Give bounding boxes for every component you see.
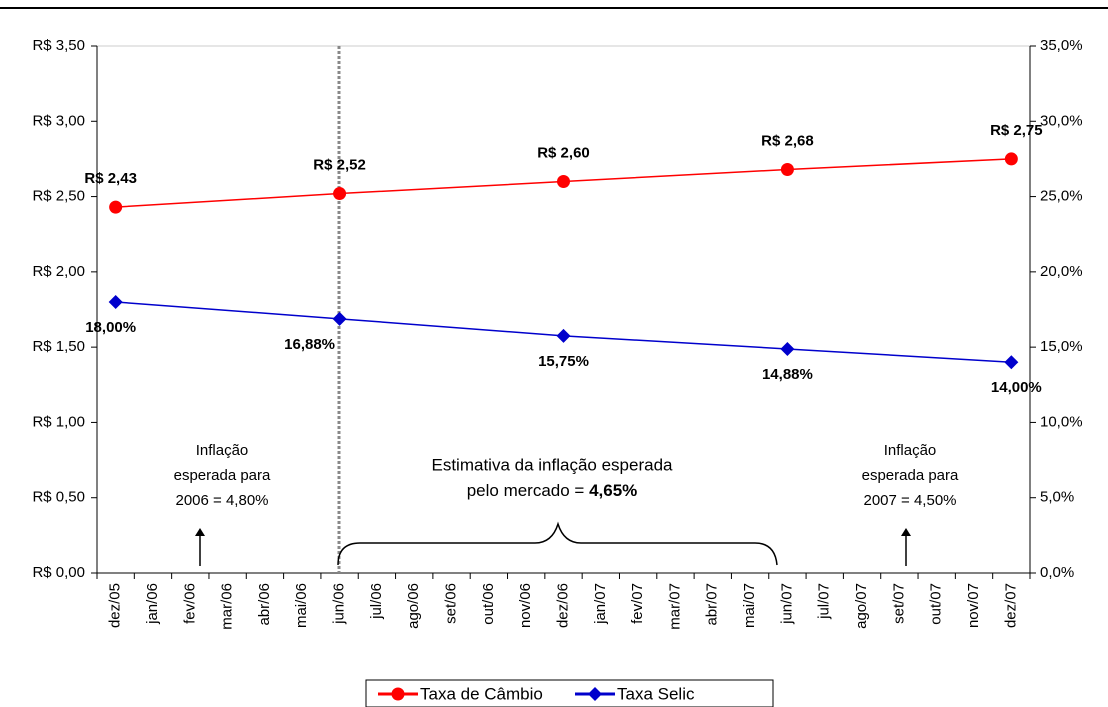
- y-tick-label: R$ 3,50: [32, 37, 85, 54]
- annotation: 2006 = 4,80%: [176, 492, 269, 509]
- y2-tick-label: 10,0%: [1040, 413, 1083, 430]
- x-tick-label: abr/07: [704, 583, 721, 626]
- x-tick-label: set/07: [890, 583, 907, 624]
- marker: [557, 175, 570, 189]
- x-tick-label: mar/06: [219, 583, 236, 630]
- annotation: Estimativa da inflação esperada: [432, 455, 674, 474]
- y-tick-label: R$ 3,00: [32, 112, 85, 129]
- x-tick-label: fev/07: [629, 583, 646, 624]
- data-label: 16,88%: [284, 336, 335, 353]
- x-tick-label: ago/07: [853, 583, 870, 629]
- data-label: 14,88%: [762, 366, 813, 383]
- x-tick-label: mai/07: [741, 583, 758, 628]
- x-tick-label: set/06: [443, 583, 460, 624]
- x-tick-label: nov/06: [517, 583, 534, 628]
- x-tick-label: jun/06: [331, 583, 348, 625]
- legend-marker: [588, 687, 602, 701]
- legend-marker: [391, 687, 405, 701]
- arrow-left: [195, 528, 205, 566]
- x-tick-label: nov/07: [965, 583, 982, 628]
- annotation-part: pelo mercado =: [467, 481, 589, 500]
- marker: [332, 311, 347, 326]
- annotation: Inflação: [196, 442, 249, 459]
- x-tick-label: jun/07: [778, 583, 795, 625]
- y2-tick-label: 30,0%: [1040, 112, 1083, 129]
- x-tick-label: out/06: [480, 583, 497, 625]
- marker: [333, 187, 347, 201]
- marker: [780, 162, 794, 176]
- x-tick-label: dez/06: [554, 583, 571, 628]
- annotation: esperada para: [174, 467, 271, 484]
- marker: [1004, 355, 1019, 370]
- x-tick-label: mar/07: [666, 583, 683, 630]
- annotation: Inflação: [884, 442, 937, 459]
- x-tick-label: jan/07: [592, 583, 609, 625]
- legend-box: [365, 679, 774, 707]
- marker: [109, 200, 123, 214]
- y-tick-label: R$ 2,50: [32, 188, 85, 205]
- data-label: R$ 2,60: [537, 144, 590, 161]
- x-tick-label: jul/07: [816, 583, 833, 620]
- marker: [780, 341, 795, 356]
- data-label: 18,00%: [85, 319, 136, 336]
- x-tick-label: dez/05: [107, 583, 124, 628]
- annotation: 2007 = 4,50%: [864, 492, 957, 509]
- data-label: R$ 2,52: [313, 157, 366, 174]
- x-tick-label: dez/07: [1002, 583, 1019, 628]
- x-tick-label: ago/06: [405, 583, 422, 629]
- y-tick-label: R$ 2,00: [32, 263, 85, 280]
- annotation: pelo mercado = 4,65%: [467, 481, 638, 500]
- annotation: esperada para: [862, 467, 959, 484]
- x-tick-label: out/07: [928, 583, 945, 625]
- y2-tick-label: 35,0%: [1040, 37, 1083, 54]
- data-label: R$ 2,43: [84, 170, 137, 187]
- data-label: 15,75%: [538, 353, 589, 370]
- y-tick-label: R$ 1,00: [32, 413, 85, 430]
- brace: [337, 521, 778, 566]
- data-label: 14,00%: [991, 379, 1042, 396]
- x-tick-label: jul/06: [368, 583, 385, 620]
- annotation-bold: 4,65%: [589, 481, 637, 500]
- y-tick-label: R$ 0,00: [32, 564, 85, 581]
- x-tick-label: fev/06: [181, 583, 198, 624]
- y2-tick-label: 20,0%: [1040, 263, 1083, 280]
- marker: [556, 328, 571, 343]
- y-tick-label: R$ 1,50: [32, 338, 85, 355]
- y2-tick-label: 15,0%: [1040, 338, 1083, 355]
- x-tick-label: abr/06: [256, 583, 273, 626]
- y-tick-label: R$ 0,50: [32, 489, 85, 506]
- y2-tick-label: 0,0%: [1040, 564, 1074, 581]
- marker: [1004, 152, 1018, 166]
- y2-tick-label: 25,0%: [1040, 188, 1083, 205]
- y2-tick-label: 5,0%: [1040, 489, 1074, 506]
- legend-label: Taxa de Câmbio: [420, 684, 543, 703]
- arrow-right: [901, 528, 911, 566]
- marker: [108, 294, 123, 309]
- data-label: R$ 2,68: [761, 132, 814, 149]
- x-tick-label: jan/06: [144, 583, 161, 625]
- data-label: R$ 2,75: [990, 122, 1043, 139]
- x-tick-label: mai/06: [293, 583, 310, 628]
- legend-label: Taxa Selic: [617, 684, 695, 703]
